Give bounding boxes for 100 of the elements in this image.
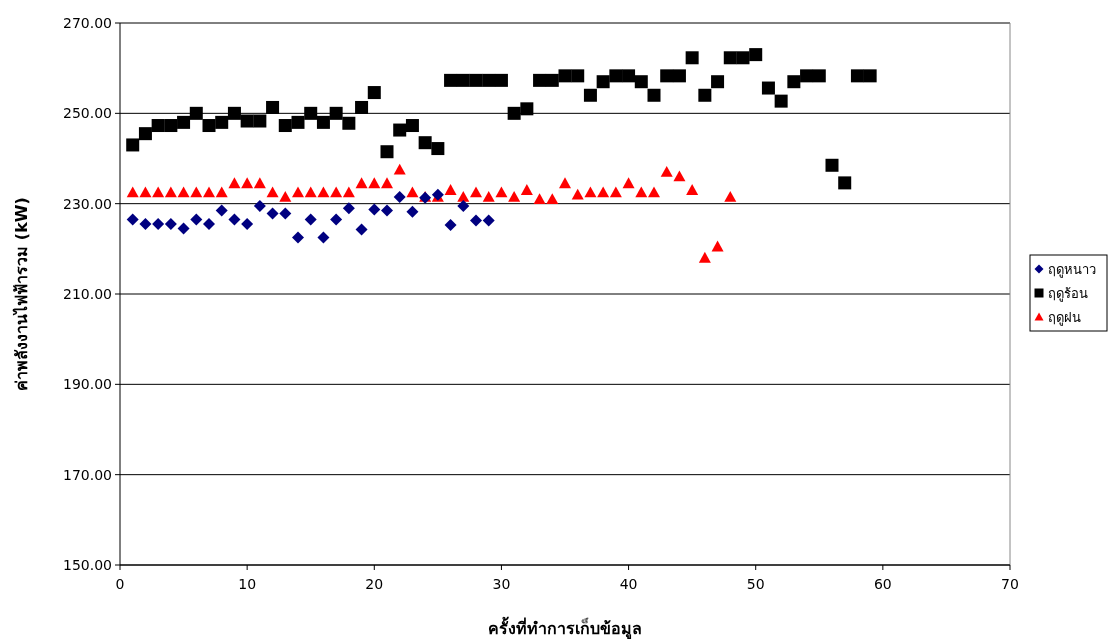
- x-tick-label: 60: [873, 576, 892, 592]
- point: [457, 190, 470, 202]
- y-tick-label: 150.00: [63, 557, 112, 573]
- point: [215, 204, 228, 217]
- point: [241, 217, 254, 230]
- point: [240, 114, 254, 128]
- point: [418, 136, 432, 150]
- legend-label: ฤดูหนาว: [1048, 262, 1096, 278]
- y-tick-label: 170.00: [63, 466, 112, 483]
- point: [368, 177, 381, 189]
- point: [596, 75, 610, 89]
- point: [469, 73, 483, 87]
- point: [330, 213, 343, 226]
- point: [558, 69, 572, 83]
- point: [139, 186, 152, 198]
- point: [456, 73, 470, 87]
- point: [381, 177, 393, 189]
- point: [164, 217, 177, 230]
- point: [482, 73, 496, 87]
- point: [355, 177, 368, 189]
- point: [863, 69, 877, 83]
- point: [228, 177, 241, 189]
- point: [724, 190, 737, 202]
- x-tick-label: 20: [365, 576, 384, 592]
- point: [622, 177, 635, 189]
- point: [292, 231, 304, 244]
- point: [139, 217, 152, 230]
- point: [317, 231, 330, 244]
- point: [660, 69, 674, 83]
- x-tick-label: 50: [746, 576, 765, 592]
- point: [291, 115, 305, 129]
- point: [482, 190, 495, 202]
- point: [723, 51, 737, 65]
- point: [698, 251, 711, 263]
- point: [381, 204, 393, 217]
- y-tick-label: 210.00: [63, 286, 112, 302]
- point: [533, 193, 546, 204]
- x-axis-title: ครั้งที่ทำการเก็บข้อมูล: [488, 616, 642, 640]
- point: [203, 186, 215, 198]
- point: [508, 190, 521, 202]
- point: [317, 186, 330, 198]
- point: [470, 214, 482, 227]
- point: [545, 73, 559, 87]
- point: [761, 81, 775, 95]
- point: [672, 69, 686, 83]
- point: [228, 213, 241, 226]
- point: [278, 119, 292, 133]
- point: [279, 207, 292, 220]
- point: [215, 186, 228, 198]
- point: [584, 186, 597, 198]
- y-tick-label: 270.00: [63, 15, 112, 31]
- point: [431, 142, 445, 156]
- x-tick-label: 0: [115, 576, 125, 592]
- point: [406, 186, 419, 198]
- point: [571, 69, 585, 83]
- point: [685, 51, 699, 65]
- point: [571, 188, 584, 200]
- point: [609, 186, 622, 198]
- point: [444, 73, 458, 87]
- point: [507, 106, 521, 120]
- point: [190, 213, 203, 226]
- x-tick-label: 30: [492, 576, 511, 592]
- point: [393, 190, 406, 203]
- point: [774, 94, 788, 108]
- point: [126, 213, 139, 226]
- point: [367, 86, 381, 100]
- point: [177, 115, 191, 129]
- point: [597, 186, 610, 198]
- y-axis-title: ค่าพลังงานไฟฟ้ารวม (kW): [12, 197, 31, 391]
- point: [736, 51, 750, 65]
- point: [583, 88, 597, 102]
- point: [698, 88, 712, 102]
- point: [368, 203, 381, 216]
- point: [241, 177, 254, 189]
- point: [800, 69, 814, 83]
- point: [686, 184, 699, 195]
- y-tick-label: 230.00: [63, 195, 112, 212]
- legend-label: ฤดูร้อน: [1048, 286, 1088, 302]
- legend-label: ฤดูฝน: [1048, 310, 1081, 326]
- point: [711, 75, 725, 89]
- point: [406, 205, 419, 218]
- point: [177, 186, 190, 198]
- point: [393, 123, 407, 137]
- point: [495, 186, 508, 198]
- point: [444, 218, 457, 231]
- point: [342, 116, 356, 130]
- point: [342, 202, 355, 215]
- point: [304, 106, 318, 120]
- point: [330, 186, 343, 198]
- point: [304, 186, 317, 198]
- point: [711, 240, 724, 252]
- point: [660, 166, 673, 177]
- point: [494, 73, 508, 87]
- point: [482, 214, 495, 227]
- point: [838, 176, 852, 190]
- point: [164, 119, 178, 133]
- x-tick-label: 70: [1001, 576, 1019, 592]
- point: [292, 186, 304, 198]
- point: [559, 177, 571, 189]
- x-tick-label: 40: [619, 576, 638, 592]
